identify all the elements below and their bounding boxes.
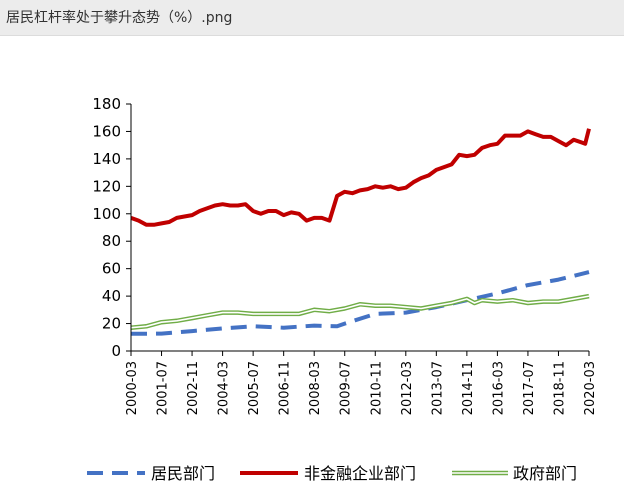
x-tick-label: 2009-07 xyxy=(339,361,354,415)
x-tick-label: 2010-11 xyxy=(369,361,384,415)
x-tick-label: 2005-07 xyxy=(247,361,262,415)
y-tick-label: 180 xyxy=(92,95,121,113)
y-tick-label: 120 xyxy=(92,177,121,195)
series-3 xyxy=(130,293,590,330)
window-title: 居民杠杆率处于攀升态势（%）.png xyxy=(6,10,233,26)
legend-item: 居民部门 xyxy=(87,464,215,483)
legend: 居民部门 非金融企业部门 政府部门 xyxy=(87,464,577,483)
series-line-inner xyxy=(130,295,590,329)
axes: 0 20 40 60 80 100 120 140 160 180 2000-03 2001-07 20… xyxy=(92,95,598,415)
y-tick-label: 40 xyxy=(102,287,121,305)
y-tick-label: 80 xyxy=(102,232,121,250)
x-tick-label: 2002-11 xyxy=(186,361,201,415)
y-tick-label: 60 xyxy=(102,260,121,278)
x-tick-label: 2004-03 xyxy=(217,361,232,415)
y-tick-label: 20 xyxy=(102,315,121,333)
x-tick-label: 2012-03 xyxy=(400,361,415,415)
legend-label: 居民部门 xyxy=(151,464,215,483)
x-tick-label: 2020-03 xyxy=(583,361,598,415)
y-tick-label: 0 xyxy=(111,342,121,360)
y-tick-label: 140 xyxy=(92,150,121,168)
x-tick-label: 2006-11 xyxy=(278,361,293,415)
series-2 xyxy=(130,128,591,227)
legend-label: 政府部门 xyxy=(513,464,577,483)
window-title-bar: 居民杠杆率处于攀升态势（%）.png xyxy=(0,0,624,36)
x-tick-label: 2014-11 xyxy=(461,361,476,415)
x-tick-label: 2001-07 xyxy=(156,361,171,415)
x-tick-label: 2008-03 xyxy=(308,361,323,415)
x-tick-label: 2018-11 xyxy=(552,361,567,415)
series-line xyxy=(130,270,590,336)
y-tick-label: 160 xyxy=(92,122,121,140)
series-line xyxy=(130,128,591,227)
legend-label: 非金融企业部门 xyxy=(304,464,416,483)
x-tick-label: 2013-07 xyxy=(430,361,445,415)
x-tick-label: 2000-03 xyxy=(125,361,140,415)
legend-item: 政府部门 xyxy=(452,464,577,483)
series-layer xyxy=(130,128,591,336)
x-tick-label: 2017-07 xyxy=(522,361,537,415)
x-tick-label: 2016-03 xyxy=(491,361,506,415)
y-tick-label: 100 xyxy=(92,205,121,223)
series-1 xyxy=(130,270,590,336)
legend-item: 非金融企业部门 xyxy=(240,464,416,483)
